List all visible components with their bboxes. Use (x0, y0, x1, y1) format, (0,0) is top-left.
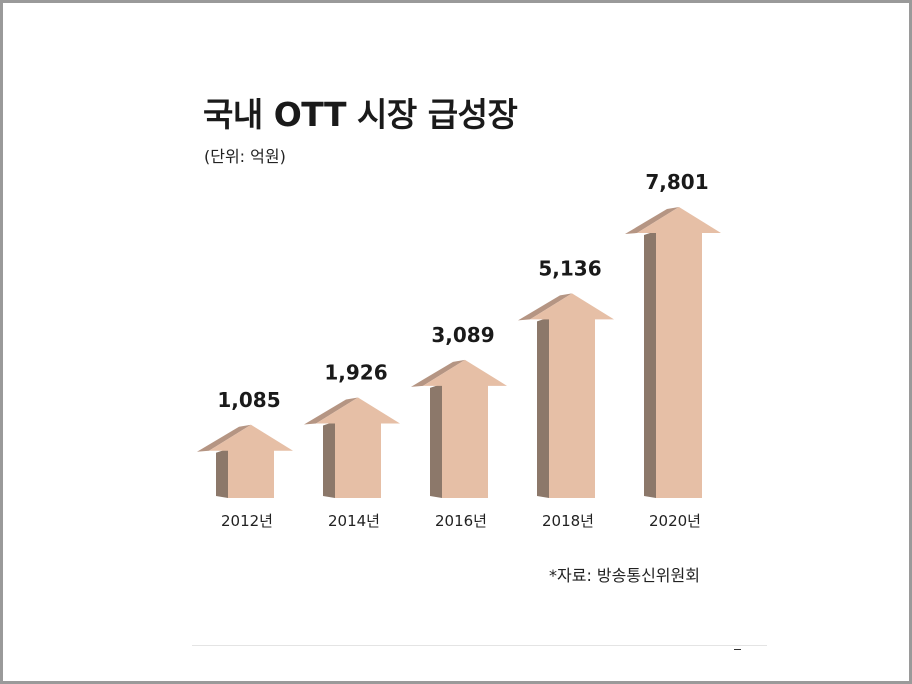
category-label-0: 2012년 (221, 512, 273, 530)
value-label-3: 5,136 (538, 256, 601, 280)
chart-title: 국내 OTT 시장 급성장 (203, 95, 518, 134)
arrow-side-0 (216, 448, 228, 498)
arrow-side-4 (644, 231, 656, 498)
bottom-divider (192, 645, 767, 646)
arrow-bar-0 (209, 424, 293, 498)
arrow-head-top-3 (518, 293, 572, 321)
arrow-bar-3 (530, 293, 614, 498)
category-label-2: 2016년 (435, 512, 487, 530)
arrow-side-2 (430, 383, 442, 498)
corner-mark (734, 649, 741, 650)
category-label-4: 2020년 (649, 512, 701, 530)
value-label-0: 1,085 (217, 388, 280, 412)
source-note: *자료: 방송통신위원회 (549, 566, 700, 585)
arrow-bar-2 (423, 359, 507, 498)
arrow-side-1 (323, 421, 335, 498)
arrow-bar-4 (637, 207, 721, 498)
arrow-head-top-2 (411, 359, 465, 387)
category-label-1: 2014년 (328, 512, 380, 530)
value-label-4: 7,801 (645, 170, 708, 194)
arrow-head-top-1 (304, 397, 358, 425)
arrow-side-3 (537, 317, 549, 498)
value-label-1: 1,926 (324, 361, 387, 385)
arrow-head-top-4 (625, 207, 679, 234)
value-label-2: 3,089 (431, 323, 494, 347)
arrow-head-top-0 (197, 424, 251, 452)
category-label-3: 2018년 (542, 512, 594, 530)
arrow-bar-1 (316, 397, 400, 498)
unit-label: (단위: 억원) (204, 147, 286, 166)
